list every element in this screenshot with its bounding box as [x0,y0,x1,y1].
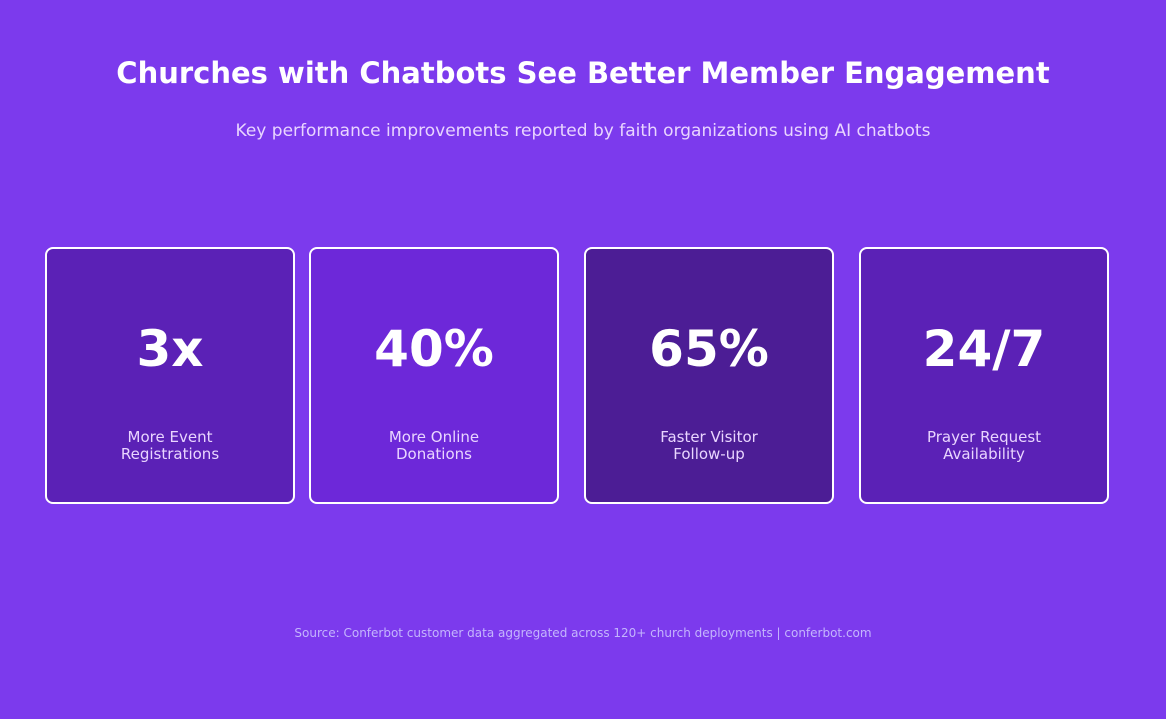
stat-card-visitor-follow-up: 65% Faster Visitor Follow-up [584,247,834,504]
stat-label: More Event Registrations [120,428,220,463]
stat-card-prayer-request: 24/7 Prayer Request Availability [859,247,1109,504]
stat-value: 65% [649,320,769,378]
stat-value: 24/7 [922,320,1046,378]
stat-label: More Online Donations [388,428,480,463]
stat-value: 3x [136,320,204,378]
stat-label: Prayer Request Availability [926,428,1042,463]
page-title: Churches with Chatbots See Better Member… [116,56,1050,90]
stat-label: Faster Visitor Follow-up [660,428,758,463]
stat-card-event-registrations: 3x More Event Registrations [45,247,295,504]
stat-card-online-donations: 40% More Online Donations [309,247,559,504]
page-subtitle: Key performance improvements reported by… [235,121,931,141]
source-note: Source: Conferbot customer data aggregat… [294,626,872,640]
stat-value: 40% [374,320,494,378]
